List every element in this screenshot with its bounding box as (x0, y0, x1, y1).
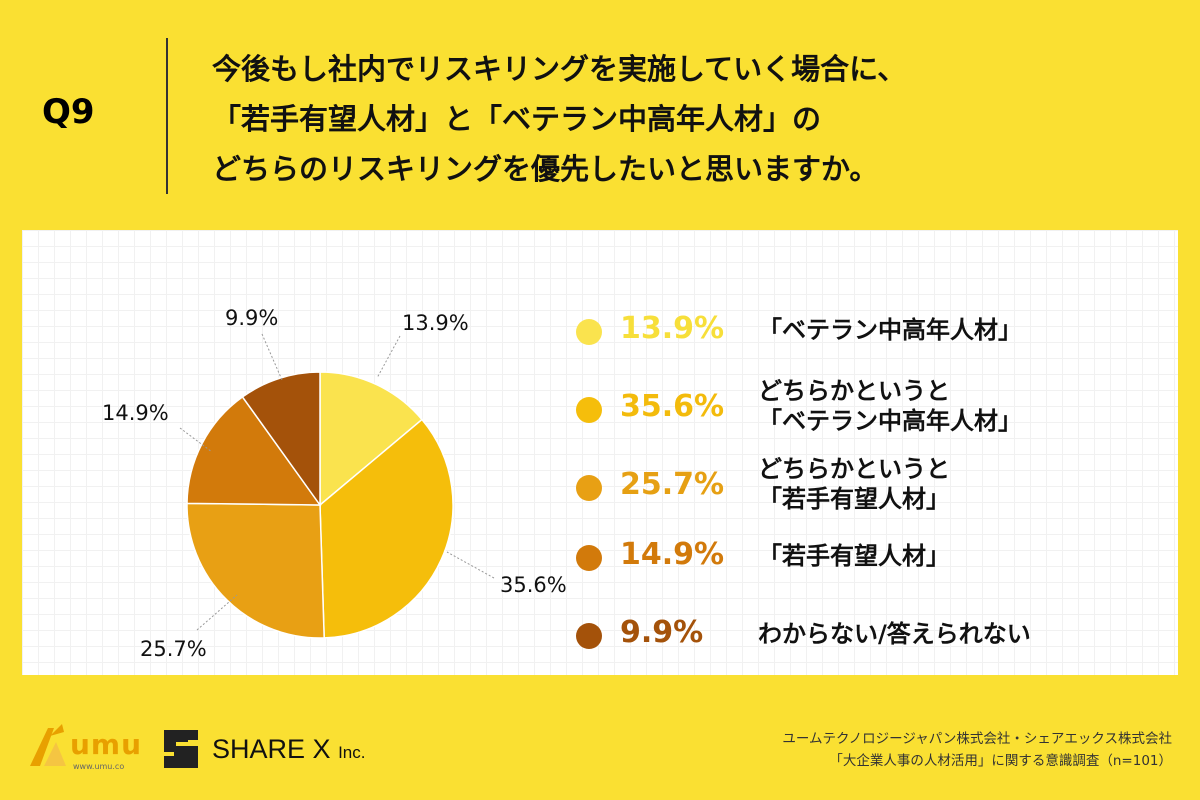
question-number: Q9 (42, 92, 95, 132)
legend-pct: 9.9% (620, 615, 704, 650)
leader-line-veteran (376, 335, 401, 379)
legend-label-line: どちらかというと (758, 377, 950, 405)
footer-credit: ユームテクノロジージャパン株式会社・シェアエックス株式会社 「大企業人事の人材活… (782, 728, 1172, 772)
sharex-logo: SHARE X Inc. (158, 724, 378, 774)
footer-line-1: ユームテクノロジージャパン株式会社・シェアエックス株式会社 (782, 731, 1172, 747)
sharex-wordmark: SHARE X Inc. (212, 734, 365, 765)
legend-label-line: 「ベテラン中高年人材」 (758, 407, 1022, 435)
sharex-mark-icon (164, 730, 198, 768)
pie-label-young: 14.9% (102, 401, 169, 425)
leader-line-somewhat-young (196, 594, 238, 631)
question-text: 今後もし社内でリスキリングを実施していく場合に、 「若手有望人材」と「ベテラン中… (212, 44, 906, 194)
pie-label-unknown: 9.9% (225, 306, 278, 330)
legend-dot (576, 475, 602, 501)
leader-line-somewhat-veteran (446, 551, 495, 579)
leader-line-young (179, 427, 213, 453)
umu-url: www.umu.co (73, 762, 125, 771)
sharex-inc: Inc. (338, 743, 366, 762)
leader-line-unknown (261, 333, 283, 381)
umu-wordmark: umu (70, 728, 143, 761)
legend-label-line: 「若手有望人材」 (758, 542, 950, 570)
pie-label-veteran: 13.9% (402, 311, 469, 335)
pie-slice-somewhat-young (186, 502, 325, 639)
question-line-1: 今後もし社内でリスキリングを実施していく場合に、 (212, 52, 907, 86)
legend-label: 「ベテラン中高年人材」 (758, 315, 1022, 345)
pie-label-somewhat-veteran: 35.6% (500, 573, 567, 597)
legend-dot (576, 623, 602, 649)
legend-label-line: 「ベテラン中高年人材」 (758, 316, 1022, 344)
chart-panel: 13.9% 35.6% 25.7% 14.9% 9.9% 13.9% 「ベテラン中高年人… (22, 230, 1178, 675)
legend-pct: 13.9% (620, 311, 725, 346)
legend-dot (576, 545, 602, 571)
umu-mark-icon (30, 724, 66, 766)
umu-logo: umu www.umu.co (28, 720, 141, 776)
legend-label: どちらかというと 「ベテラン中高年人材」 (758, 376, 1022, 436)
legend-dot (576, 319, 602, 345)
legend-pct: 35.6% (620, 389, 725, 424)
pie-slice-veteran (319, 371, 424, 507)
legend-label: 「若手有望人材」 (758, 541, 950, 571)
sharex-name: SHARE X (212, 734, 331, 764)
pie-slice-unknown (241, 371, 321, 508)
question-line-2: 「若手有望人材」と「ベテラン中高年人材」の (212, 102, 822, 136)
pie-slice-somewhat-veteran (319, 418, 454, 639)
pie-label-somewhat-young: 25.7% (140, 637, 207, 661)
legend-label: わからない/答えられない (758, 619, 1031, 649)
footer-line-2: 「大企業人事の人材活用」に関する意識調査（n=101） (829, 753, 1172, 769)
legend-pct: 14.9% (620, 537, 725, 572)
legend-label-line: どちらかというと (758, 455, 950, 483)
legend-label-line: 「若手有望人材」 (758, 485, 950, 513)
legend-dot (576, 397, 602, 423)
pie-chart: 13.9% 35.6% 25.7% 14.9% 9.9% (102, 306, 567, 661)
legend-label-line: わからない/答えられない (758, 620, 1031, 648)
legend-pct: 25.7% (620, 467, 725, 502)
header-divider (166, 38, 168, 194)
pie-slice-young (186, 395, 322, 506)
question-line-3: どちらのリスキリングを優先したいと思いますか。 (212, 152, 879, 186)
legend-label: どちらかというと 「若手有望人材」 (758, 454, 950, 514)
